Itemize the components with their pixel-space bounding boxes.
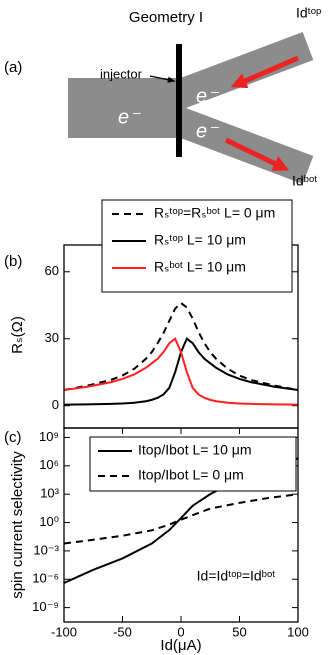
plot-lines <box>64 301 298 406</box>
x-axis-label: Id(μA) <box>160 637 201 654</box>
y-tick-label: 30 <box>45 330 59 345</box>
panel-label: (a) <box>4 59 22 76</box>
legend-box <box>89 436 297 492</box>
x-tick-label: -100 <box>51 624 77 639</box>
injector-pointer <box>149 75 176 83</box>
current-label: Idᵗᵒᵖ <box>296 5 321 21</box>
data-line <box>64 337 298 406</box>
data-line <box>64 301 298 392</box>
arrow-top <box>230 55 299 89</box>
plot-frame <box>63 427 299 623</box>
panel-label: (c) <box>4 429 22 446</box>
arrow-bottom <box>224 137 290 171</box>
y-tick-label: 10⁹ <box>39 429 59 444</box>
data-line <box>64 337 298 406</box>
electron-label: e⁻ <box>196 120 219 142</box>
y-axis-label: spin current selectivity <box>9 451 26 599</box>
y-tick-label: 10⁰ <box>39 514 59 529</box>
y-tick-label: 10⁻³ <box>33 542 59 557</box>
y-tick-label: 60 <box>45 263 59 278</box>
legend-label: Rₛᵇᵒᵗ L= 10 μm <box>154 259 246 275</box>
electron-label: e⁻ <box>196 85 219 107</box>
y-tick-label: 10⁶ <box>39 457 59 472</box>
current-label: Idᵇᵒᵗ <box>292 173 317 189</box>
legend-label: Rₛᵗᵒᵖ L= 10 μm <box>154 232 246 248</box>
x-tick-label: 0 <box>177 624 184 639</box>
injector-bar <box>176 44 182 157</box>
annotation: Id=Idᵗᵒᵖ=Idᵇᵒᵗ <box>197 568 276 584</box>
x-tick-label: 50 <box>232 624 246 639</box>
panel-label: (b) <box>4 253 22 270</box>
x-tick-label: -50 <box>113 624 132 639</box>
y-tick-label: 10³ <box>40 486 59 501</box>
electron-label: e⁻ <box>118 106 141 128</box>
top-arm <box>164 31 314 113</box>
schematic <box>68 31 314 185</box>
injector-label: injector <box>100 66 143 81</box>
y-axis-label: Rₛ(Ω) <box>9 316 26 354</box>
data-line <box>64 493 298 545</box>
legend-box <box>101 199 293 293</box>
schematic-title: Geometry I <box>129 9 203 26</box>
y-tick-label: 0 <box>52 397 59 412</box>
y-tick-label: 10⁻⁶ <box>32 571 59 586</box>
legend-label: Itop/Ibot L= 10 μm <box>138 442 252 458</box>
x-tick-label: 100 <box>287 624 309 639</box>
legend-label: Itop/Ibot L= 0 μm <box>138 467 244 483</box>
y-tick-label: 10⁻⁹ <box>32 599 59 614</box>
legend-label: Rₛᵗᵒᵖ=Rₛᵇᵒᵗ L= 0 μm <box>154 205 275 221</box>
